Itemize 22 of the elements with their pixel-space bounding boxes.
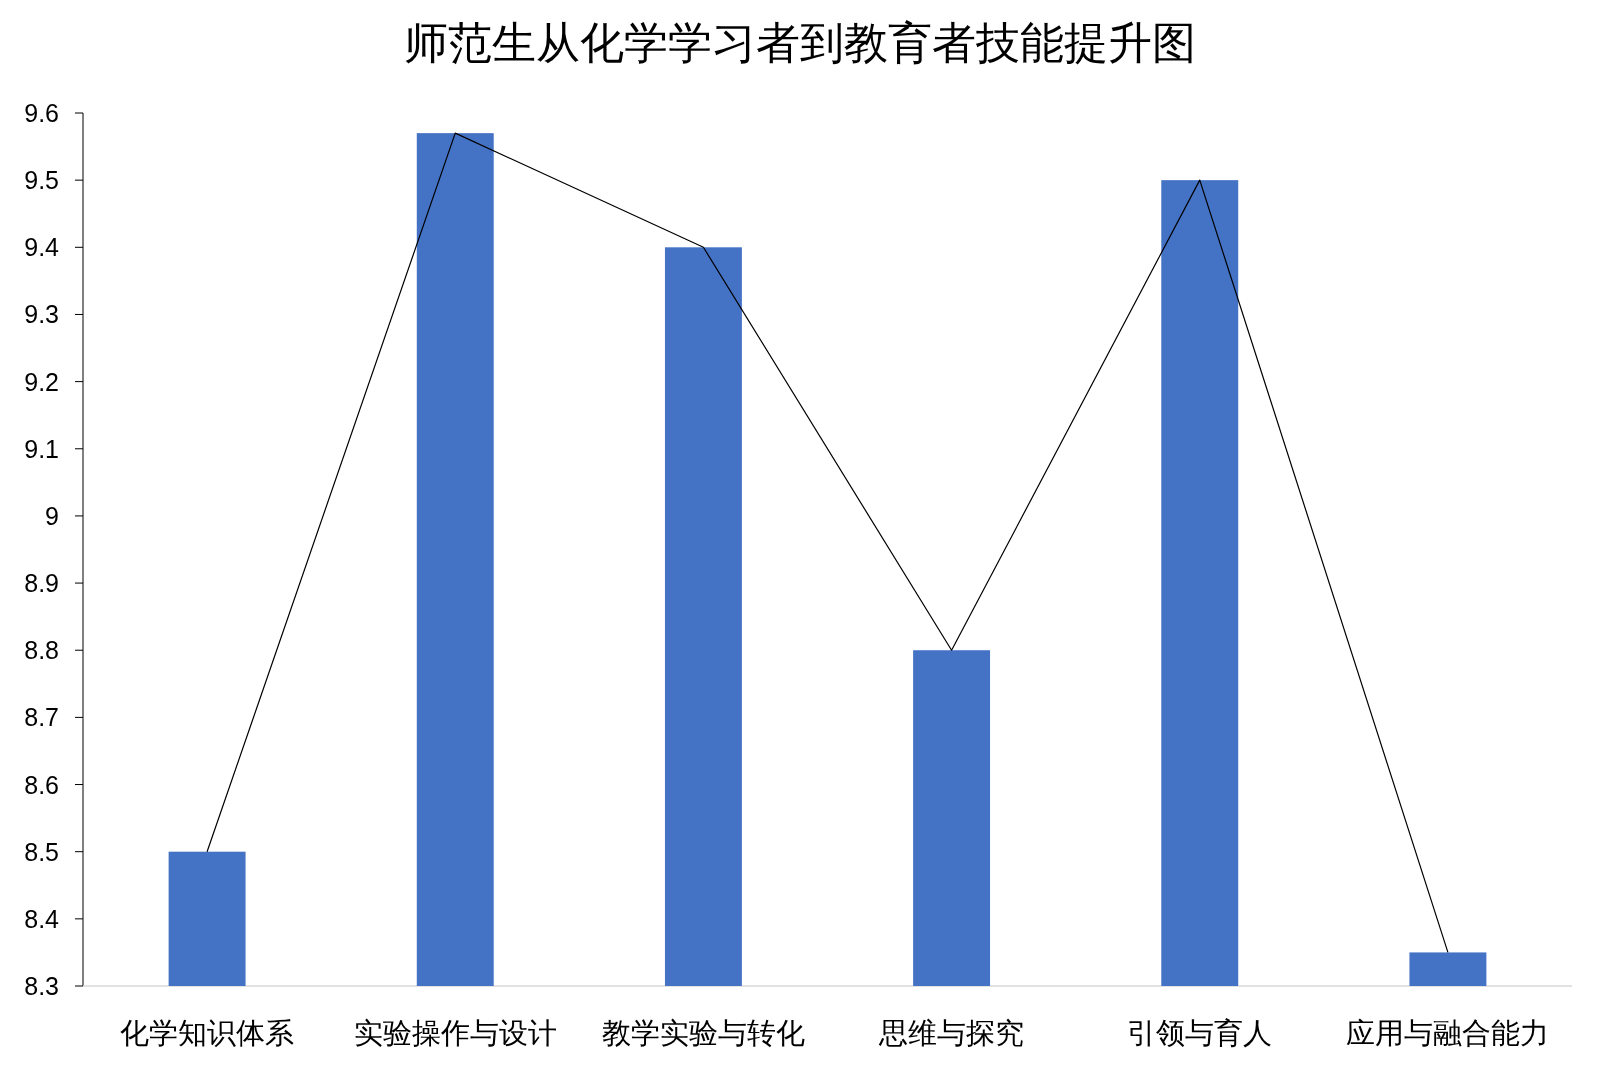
- x-tick-label: 实验操作与设计: [353, 1017, 557, 1049]
- y-tick-label: 8.3: [24, 972, 59, 1000]
- y-tick-label: 9.6: [24, 99, 59, 127]
- y-tick-label: 8.7: [24, 703, 59, 732]
- x-tick-label: 教学实验与转化: [601, 1017, 805, 1049]
- x-tick-label: 思维与探究: [878, 1017, 1025, 1049]
- x-tick-label: 应用与融合能力: [1346, 1017, 1550, 1049]
- line-series: [206, 132, 1449, 954]
- y-tick-label: 9.1: [24, 434, 59, 463]
- chart-title: 师范生从化学学习者到教育者技能提升图: [404, 18, 1196, 67]
- x-tick-label: 化学知识体系: [120, 1017, 295, 1049]
- y-tick-label: 9.5: [24, 166, 59, 195]
- y-tick-label: 8.6: [24, 770, 59, 799]
- y-tick-label: 8.5: [24, 837, 59, 866]
- y-tick-label: 8.8: [24, 636, 59, 665]
- x-tick-label: 引领与育人: [1127, 1017, 1273, 1049]
- y-tick-label: 8.9: [24, 569, 59, 598]
- y-tick-label: 8.4: [24, 904, 60, 933]
- y-tick-label: 9: [45, 501, 59, 530]
- y-tick-label: 9.3: [24, 300, 59, 329]
- y-tick-label: 9.2: [24, 367, 59, 396]
- y-tick-label: 9.4: [24, 233, 60, 262]
